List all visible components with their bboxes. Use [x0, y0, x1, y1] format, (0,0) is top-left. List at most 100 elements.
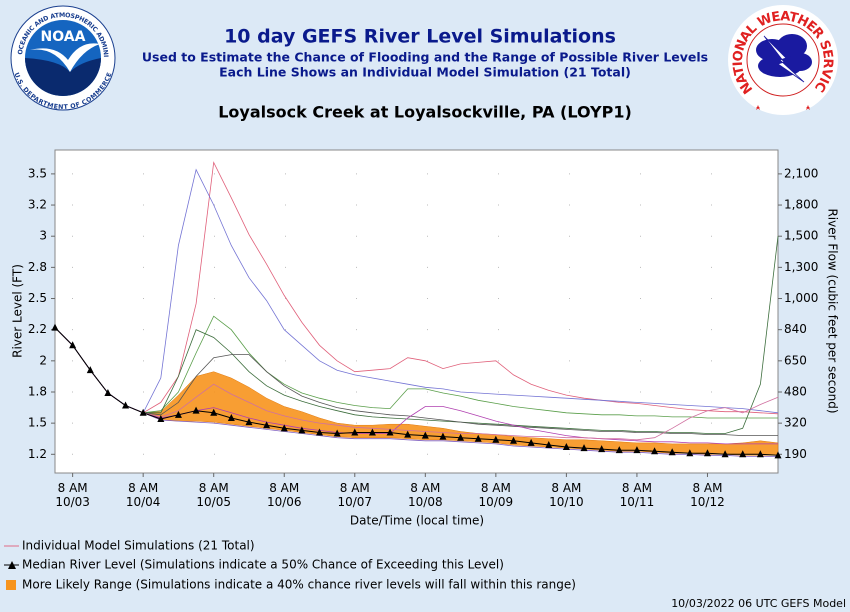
median-marker [686, 449, 694, 457]
plot: 1.2 1.5 1.8 2 2.2 2.5 2.8 3 3.2 3.5 190 320 480 650 84… [28, 161, 818, 509]
median-line [54, 327, 779, 456]
median-marker [774, 451, 782, 459]
footer: 10/03/2022 06 UTC GEFS Model [671, 597, 846, 610]
median-marker [86, 366, 94, 374]
median-marker [210, 408, 218, 416]
median-marker [509, 436, 517, 444]
noaa-logo: NATIONAL OCEANIC AND ATMOSPHERIC ADMINIS… [0, 0, 116, 111]
y-tick-label: 1.8 [28, 384, 47, 398]
x-tick-label: 8 AM 10/10 [549, 481, 584, 509]
y2-tick-label: 190 [784, 447, 807, 461]
median-marker [139, 408, 147, 416]
median-marker [492, 435, 500, 443]
median-marker [51, 323, 59, 331]
x-tick-label: 8 AM 10/12 [690, 481, 725, 509]
legend-label: More Likely Range (Simulations indicate … [22, 578, 576, 592]
median-marker [756, 450, 764, 458]
y2-tick-label: 840 [784, 322, 807, 336]
y-tick-label: 2.2 [28, 322, 47, 336]
simulation-line [54, 161, 779, 415]
simulation-line [54, 236, 779, 434]
x-tick-label: 8 AM 10/11 [620, 481, 655, 509]
chart-subtitle: Each Line Shows an Individual Model Simu… [219, 65, 631, 80]
median-marker [351, 428, 359, 436]
median-marker [615, 446, 623, 454]
x-tick-label: 8 AM 10/03 [55, 481, 90, 509]
y-tick-label: 1.5 [28, 416, 47, 430]
simulation-line [54, 327, 779, 441]
median-marker [280, 424, 288, 432]
median-marker [386, 428, 394, 436]
median-marker [316, 428, 324, 436]
y2-tick-label: 320 [784, 416, 807, 430]
median-marker [598, 445, 606, 453]
median-marker [263, 421, 271, 429]
median-marker [69, 341, 77, 349]
median-marker [668, 448, 676, 456]
median-marker [703, 449, 711, 457]
median-marker [368, 428, 376, 436]
legend-swatch [6, 580, 16, 590]
median-marker [457, 433, 465, 441]
y-tick-label: 3.5 [28, 166, 47, 180]
y-tick-label: 3 [39, 229, 47, 243]
y-axis-label: River Level (FT) [11, 264, 25, 358]
median-marker [474, 434, 482, 442]
plot-area [54, 149, 779, 474]
y2-tick-label: 1,000 [784, 291, 818, 305]
x-axis-label: Date/Time (local time) [350, 514, 484, 528]
nws-ring: NATIONAL WEATHER SERVICE [0, 0, 836, 97]
y2-axis-label: River Flow (cubic feet per second) [826, 208, 840, 413]
median-marker [633, 446, 641, 454]
y2-tick-label: 650 [784, 353, 807, 367]
median-marker [545, 440, 553, 448]
y2-tick-label: 1,500 [784, 229, 818, 243]
x-tick-label: 8 AM 10/08 [408, 481, 443, 509]
y-tick-label: 2 [39, 353, 47, 367]
simulation-line [54, 315, 778, 419]
location-title: Loyalsock Creek at Loyalsockville, PA (L… [218, 103, 632, 122]
median-marker [739, 450, 747, 458]
y2-tick-label: 1,800 [784, 198, 818, 212]
median-marker [227, 413, 235, 421]
noaa-text: NOAA [41, 29, 86, 45]
chart-title: 10 day GEFS River Level Simulations [224, 26, 616, 48]
chart-subtitle: Used to Estimate the Chance of Flooding … [142, 50, 708, 65]
median-marker [174, 410, 182, 418]
y2-tick-label: 480 [784, 384, 807, 398]
median-marker [421, 431, 429, 439]
median-marker [192, 406, 200, 414]
median-marker [333, 429, 341, 437]
median-marker [245, 418, 253, 426]
x-tick-label: 8 AM 10/04 [126, 481, 161, 509]
simulation-line [54, 168, 779, 414]
median-marker [404, 430, 412, 438]
x-tick-label: 8 AM 10/09 [479, 481, 514, 509]
median-marker [439, 432, 447, 440]
y-tick-label: 3.2 [28, 198, 47, 212]
nws-ring-text: NATIONAL WEATHER SERVICE [0, 0, 836, 97]
y-tick-label: 2.5 [28, 291, 47, 305]
median-marker [580, 444, 588, 452]
y2-tick-label: 1,300 [784, 260, 818, 274]
median-marker [562, 443, 570, 451]
median-marker [298, 426, 306, 434]
median-marker [157, 414, 165, 422]
median-marker [527, 438, 535, 446]
legend-label: Median River Level (Simulations indicate… [22, 558, 504, 572]
legend-label: Individual Model Simulations (21 Total) [22, 539, 255, 553]
y-tick-label: 1.2 [28, 447, 47, 461]
y2-tick-label: 2,100 [784, 166, 818, 180]
legend-marker [8, 561, 16, 569]
median-marker [104, 389, 112, 397]
simulation-line [54, 327, 778, 436]
y-tick-label: 2.8 [28, 260, 47, 274]
x-tick-label: 8 AM 10/05 [196, 481, 231, 509]
median-marker [651, 447, 659, 455]
x-tick-label: 8 AM 10/06 [267, 481, 302, 509]
legend: Individual Model Simulations (21 Total) … [4, 539, 576, 592]
median-marker [721, 450, 729, 458]
x-tick-label: 8 AM 10/07 [337, 481, 372, 509]
median-marker [122, 401, 130, 409]
